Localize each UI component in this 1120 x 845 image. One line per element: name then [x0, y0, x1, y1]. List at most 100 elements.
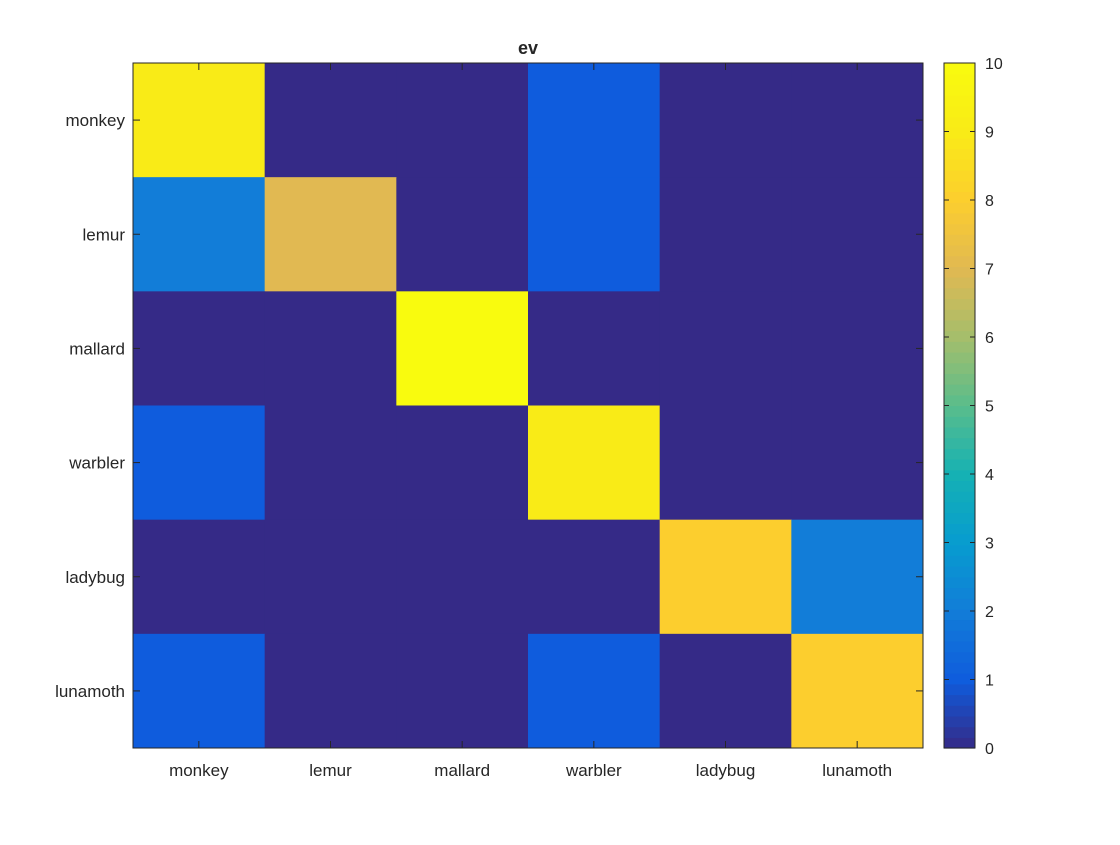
heatmap-cell	[659, 177, 792, 292]
colorbar-segment	[944, 705, 975, 717]
heatmap-cell	[264, 291, 397, 406]
colorbar-segment	[944, 116, 975, 128]
heatmap-cell	[396, 63, 529, 178]
colorbar-tick-label: 9	[985, 125, 994, 142]
heatmap-cell	[791, 405, 924, 521]
colorbar-segment	[944, 298, 975, 310]
heatmap-cell	[264, 633, 397, 749]
colorbar-tick-label: 2	[985, 604, 994, 621]
colorbar-tick-label: 8	[985, 193, 994, 210]
heatmap-cell	[133, 519, 266, 635]
colorbar-segment	[944, 437, 975, 449]
colorbar-tick-label: 3	[985, 536, 994, 553]
colorbar-tick-label: 6	[985, 330, 994, 347]
colorbar-segment	[944, 330, 975, 342]
colorbar-segment	[944, 501, 975, 514]
x-tick-label: ladybug	[696, 761, 756, 780]
colorbar-segment	[944, 576, 975, 589]
colorbar-segment	[944, 651, 975, 663]
colorbar-segment	[944, 662, 975, 674]
colorbar-segment	[944, 640, 975, 653]
colorbar-segment	[944, 244, 975, 257]
heatmap-cell	[659, 633, 792, 749]
heatmap-cell	[528, 63, 661, 178]
colorbar-segment	[944, 63, 975, 75]
colorbar-segment	[944, 202, 975, 214]
colorbar-segment	[944, 127, 975, 139]
heatmap-cell	[264, 177, 397, 292]
colorbar-segment	[944, 277, 975, 289]
colorbar-segment	[944, 159, 975, 171]
heatmap-cell	[791, 519, 924, 635]
colorbar-segment	[944, 105, 975, 118]
colorbar-segment	[944, 555, 975, 567]
colorbar-segment	[944, 170, 975, 182]
heatmap-cell	[396, 519, 529, 635]
heatmap-cell	[396, 633, 529, 749]
colorbar-segment	[944, 480, 975, 492]
x-tick-label: mallard	[434, 761, 490, 780]
colorbar-segment	[944, 619, 975, 631]
colorbar-segment	[944, 459, 975, 471]
colorbar-segment	[944, 212, 975, 225]
x-tick-label: warbler	[565, 761, 622, 780]
colorbar-segment	[944, 523, 975, 535]
y-axis: monkey lemur mallard warbler ladybug lunamoth	[55, 111, 923, 701]
colorbar-segment	[944, 287, 975, 300]
colorbar-segment	[944, 405, 975, 417]
colorbar-tick-label: 4	[985, 467, 994, 484]
colorbar-tick-label: 0	[985, 741, 994, 758]
colorbar-segment	[944, 309, 975, 321]
colorbar-tick-label: 1	[985, 673, 994, 690]
colorbar-segment	[944, 95, 975, 107]
colorbar: 0 1 2 3 4 5 6 7 8 9 10	[943, 56, 1003, 758]
colorbar-segment	[944, 673, 975, 685]
colorbar-segment	[944, 544, 975, 556]
colorbar-segment	[944, 234, 975, 246]
heatmap-cell	[133, 63, 266, 178]
colorbar-segment	[944, 726, 975, 738]
colorbar-tick-label: 10	[985, 56, 1003, 73]
axes-frame	[132, 62, 924, 749]
heatmap-cell	[264, 63, 397, 178]
y-tick-label: lunamoth	[55, 682, 125, 701]
heatmap-cell	[264, 519, 397, 635]
heatmap-cell	[396, 177, 529, 292]
colorbar-segment	[944, 341, 975, 353]
colorbar-segment	[944, 373, 975, 385]
colorbar-segment	[944, 598, 975, 610]
colorbar-segment	[944, 630, 975, 642]
y-tick-label: warbler	[68, 454, 125, 473]
heatmap-cell	[791, 291, 924, 406]
heatmap-cell	[133, 405, 266, 521]
heatmap-cell	[133, 291, 266, 406]
colorbar-tick-label: 5	[985, 399, 994, 416]
heatmap-cell	[528, 291, 661, 406]
heatmap-cell	[659, 291, 792, 406]
x-axis: monkey lemur mallard warbler ladybug lunamoth	[169, 63, 892, 780]
x-tick-label: monkey	[169, 761, 229, 780]
heatmap-cell	[396, 291, 529, 406]
y-tick-label: ladybug	[65, 568, 125, 587]
colorbar-segment	[944, 362, 975, 374]
colorbar-segment	[944, 394, 975, 407]
chart-title: ev	[518, 38, 538, 58]
heatmap-cell	[791, 63, 924, 178]
heatmap-cell	[659, 63, 792, 178]
heatmap-cell	[528, 405, 661, 521]
colorbar-segment	[944, 223, 975, 235]
colorbar-segment	[944, 266, 975, 278]
x-tick-label: lemur	[309, 761, 352, 780]
colorbar-segment	[944, 683, 975, 696]
colorbar-segment	[944, 191, 975, 203]
colorbar-segment	[944, 148, 975, 160]
heatmap-cell	[264, 405, 397, 521]
colorbar-segment	[944, 351, 975, 364]
heatmap-cell	[528, 633, 661, 749]
heatmap-cell	[659, 405, 792, 521]
heatmap-cell	[528, 177, 661, 292]
heatmap-cell	[659, 519, 792, 635]
heatmap-cell	[396, 405, 529, 521]
